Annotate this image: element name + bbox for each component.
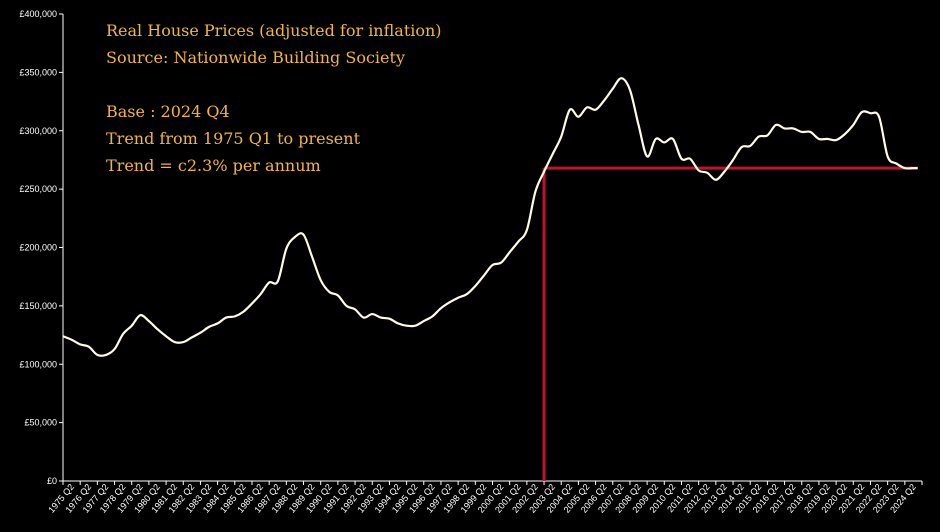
y-tick-label: £200,000 xyxy=(19,243,57,253)
y-tick-label: £250,000 xyxy=(19,184,57,194)
annotation-title: Real House Prices (adjusted for inflatio… xyxy=(106,21,442,40)
y-tick-label: £400,000 xyxy=(19,9,57,19)
series-group xyxy=(62,77,918,357)
annotation-base: Base : 2024 Q4 xyxy=(106,102,230,121)
series-line-real-house-prices xyxy=(62,77,918,357)
y-tick-label: £50,000 xyxy=(24,418,57,428)
y-ticks: £0 £50,000 £100,000 £150,000 £200,000 £250,00… xyxy=(19,9,63,486)
trend-lines xyxy=(542,166,918,481)
annotation-trend-range: Trend from 1975 Q1 to present xyxy=(106,129,360,148)
y-tick-label: £350,000 xyxy=(19,67,57,77)
annotation-source: Source: Nationwide Building Society xyxy=(106,48,405,67)
y-tick-label: £100,000 xyxy=(19,359,57,369)
y-tick-label: £150,000 xyxy=(19,301,57,311)
annotation-trend-rate: Trend = c2.3% per annum xyxy=(106,156,321,175)
y-tick-label: £300,000 xyxy=(19,126,57,136)
y-tick-label: £0 xyxy=(47,476,57,486)
